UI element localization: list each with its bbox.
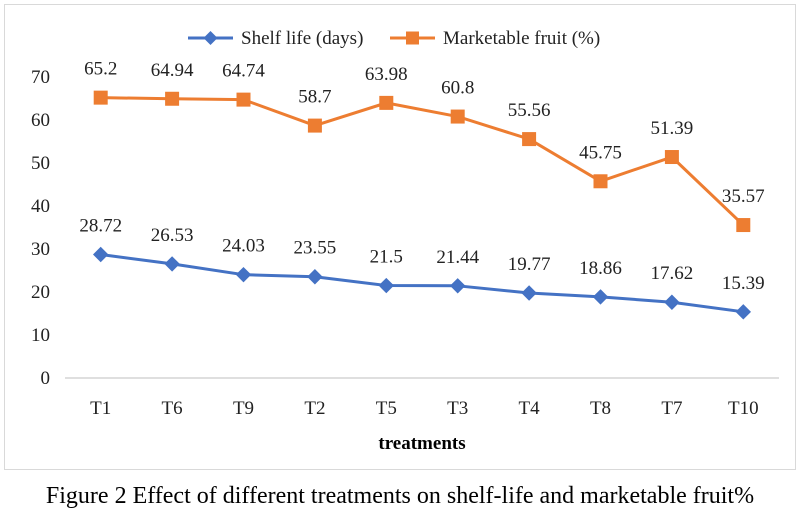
data-label-shelf-life: 23.55: [294, 238, 337, 259]
data-label-shelf-life: 28.72: [79, 216, 122, 237]
data-point-shelf-life: [664, 294, 680, 310]
legend-label-shelf-life: Shelf life (days): [241, 28, 363, 49]
data-label-shelf-life: 21.44: [436, 247, 479, 268]
data-label-shelf-life: 26.53: [151, 225, 194, 246]
y-tick-label: 60: [31, 110, 50, 131]
data-point-marketable-fruit: [236, 92, 251, 107]
data-label-marketable-fruit: 55.56: [508, 100, 551, 121]
data-point-shelf-life: [164, 256, 180, 272]
legend-marker-shelf-life: [203, 31, 218, 45]
data-point-shelf-life: [378, 277, 395, 294]
y-tick-label: 70: [31, 67, 50, 88]
legend-marker-marketable-fruit: [406, 31, 419, 45]
y-tick-label: 20: [31, 282, 50, 303]
data-label-marketable-fruit: 64.74: [222, 61, 265, 82]
data-point-marketable-fruit: [522, 132, 537, 147]
data-point-shelf-life: [449, 278, 466, 294]
x-tick-label: T7: [661, 398, 682, 419]
figure-caption: Figure 2 Effect of different treatments …: [45, 483, 755, 509]
data-point-marketable-fruit: [593, 174, 608, 189]
data-point-shelf-life: [235, 266, 252, 283]
data-label-marketable-fruit: 65.2: [84, 59, 117, 80]
data-label-shelf-life: 21.5: [370, 247, 403, 268]
data-label-marketable-fruit: 60.8: [441, 78, 474, 99]
data-point-marketable-fruit: [93, 90, 108, 105]
legend-label-marketable-fruit: Marketable fruit (%): [443, 28, 600, 49]
y-tick-label: 30: [31, 239, 50, 260]
x-tick-label: T1: [90, 398, 111, 419]
x-tick-label: T3: [447, 398, 468, 419]
line-chart: 0 10 20 30 40 50 60 70 T1 T6 T9 T2 T5 T3 T4 T8 T7 T10 trea…: [31, 28, 779, 454]
series-line-marketable-fruit: [100, 96, 745, 227]
data-label-shelf-life: 19.77: [508, 254, 551, 275]
y-tick-label: 40: [31, 196, 50, 217]
x-tick-label: T9: [233, 398, 254, 419]
data-label-shelf-life: 18.86: [579, 258, 622, 279]
data-point-marketable-fruit: [379, 95, 394, 110]
data-label-shelf-life: 24.03: [222, 236, 265, 257]
y-tick-label: 10: [31, 325, 50, 346]
data-point-marketable-fruit: [450, 109, 465, 124]
data-point-shelf-life: [735, 304, 752, 320]
data-label-marketable-fruit: 64.94: [151, 60, 194, 81]
data-point-shelf-life: [521, 285, 537, 301]
x-tick-label: T8: [590, 398, 611, 419]
data-label-shelf-life: 15.39: [722, 273, 765, 294]
series-line-shelf-life: [100, 253, 744, 314]
x-tick-label: T6: [162, 398, 183, 419]
x-tick-label: T4: [519, 398, 541, 419]
data-label-marketable-fruit: 63.98: [365, 64, 408, 85]
data-label-marketable-fruit: 51.39: [651, 118, 694, 139]
data-point-shelf-life: [92, 246, 109, 263]
data-label-shelf-life: 17.62: [651, 263, 694, 284]
x-tick-label: T2: [304, 398, 325, 419]
data-label-marketable-fruit: 58.7: [298, 87, 331, 108]
x-tick-label: T5: [376, 398, 397, 419]
data-point-marketable-fruit: [307, 118, 322, 133]
y-tick-label: 50: [31, 153, 50, 174]
data-point-marketable-fruit: [165, 91, 180, 106]
data-point-shelf-life: [307, 269, 323, 285]
x-axis-title: treatments: [378, 433, 465, 454]
x-tick-label: T10: [728, 398, 759, 419]
data-label-marketable-fruit: 35.57: [722, 186, 765, 207]
data-point-marketable-fruit: [736, 218, 751, 233]
data-point-marketable-fruit: [664, 150, 679, 165]
chart-frame: 0 10 20 30 40 50 60 70 T1 T6 T9 T2 T5 T3 T4 T8 T7 T10 trea…: [4, 4, 796, 470]
data-label-marketable-fruit: 45.75: [579, 142, 622, 163]
y-tick-label: 0: [41, 368, 51, 389]
data-point-shelf-life: [592, 289, 609, 305]
